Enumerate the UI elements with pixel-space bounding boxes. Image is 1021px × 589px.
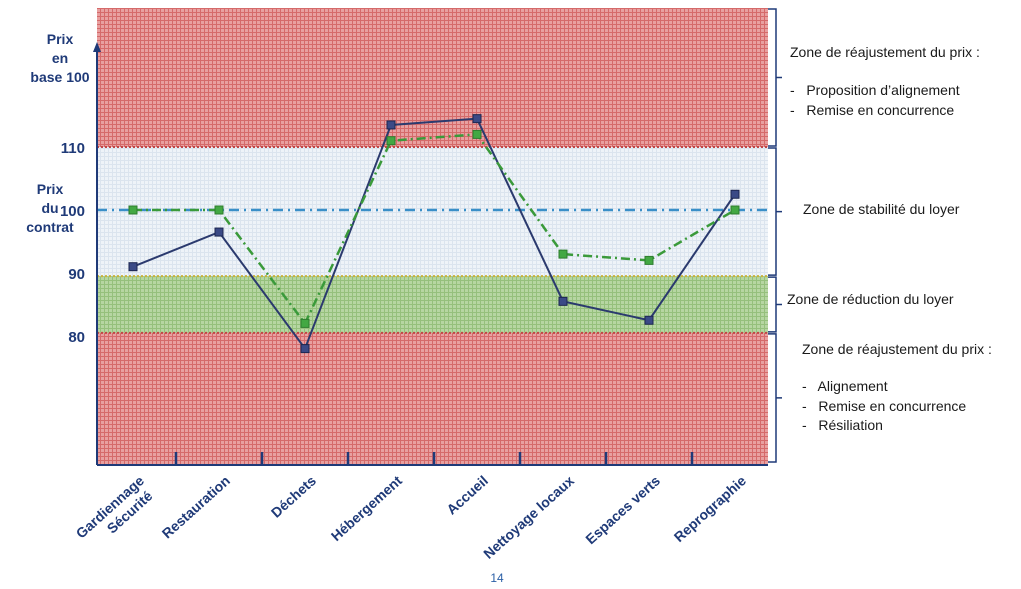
zone-bottom-text: Zone de réajustement du prix : [802,341,992,357]
series-1-point [730,189,740,199]
category-label: Accueil [443,472,491,517]
y-axis-title-line-1: Prix [47,31,74,47]
series-1-point [386,120,396,130]
series-1-point [644,315,654,325]
zone-bottom-text: - Alignement [802,378,888,394]
axis-layer [93,42,768,466]
zone-reduction-text: Zone de réduction du loyer [787,291,954,307]
series-2-point [730,205,740,215]
y-tick-label: 90 [68,266,85,283]
contract-price-label: Prix du contrat [26,181,74,235]
series-2-point [472,129,482,139]
series-2-point [128,205,138,215]
category-labels: GardiennageSécurité Restauration Déchets Hé… [73,472,749,562]
y-axis-title: Prix en base 100 [30,31,89,85]
series-1-point [128,262,138,272]
series-2-point [558,249,568,259]
zone-brace-0 [768,8,782,147]
zone-top-text: Zone de réajustement du prix : [790,44,980,60]
y-tick-label: 100 [60,203,85,220]
series-1-point [214,227,224,237]
series-2-line [133,133,736,326]
y-axis-title-line-2: en [52,50,68,66]
zone-stable-text: Zone de stabilité du loyer [803,201,960,217]
zone-braces [768,8,782,463]
series-1-point [558,296,568,306]
category-label: Restauration [159,472,233,541]
zone-reduction-band [97,276,768,333]
category-label: Nettoyage locaux [480,472,577,562]
x-tick-marks [174,452,694,465]
series-1-point [300,344,310,354]
contract-label-line-2: du [41,200,58,216]
zone-stable-band [97,147,768,277]
series-layer [128,114,740,354]
series-2-point [386,136,396,146]
zone-annotations: Zone de réajustement du prix : - Proposit… [787,44,992,433]
zone-bottom-band [97,332,768,465]
page-number: 14 [490,571,504,585]
zone-brace-2 [768,276,782,333]
zone-top-text: - Remise en concurrence [790,102,954,118]
zone-brace-1 [768,147,782,276]
series-1-point [472,114,482,124]
series-2-point [300,318,310,328]
category-label: Déchets [268,472,319,520]
y-tick-labels: 110 100 90 80 [60,140,85,346]
zone-top-band [97,8,768,147]
series-1-line [132,117,736,351]
zone-top-text: - Proposition d’alignement [790,82,960,98]
y-axis-arrow-icon [93,42,101,52]
y-tick-label: 80 [68,329,85,346]
series-2-point [644,255,654,265]
series-2-point [214,205,224,215]
zones-layer [97,8,768,465]
zone-brace-3 [768,333,782,463]
category-label: Espaces verts [582,472,663,547]
category-label: Reprographie [671,472,750,545]
contract-label-line-1: Prix [37,181,64,197]
category-label: GardiennageSécurité [73,472,159,554]
y-tick-label: 110 [61,140,85,157]
contract-label-line-3: contrat [26,219,74,235]
zone-bottom-text: - Résiliation [802,417,883,433]
category-label: Hébergement [328,472,405,544]
y-axis-title-line-3: base 100 [30,69,89,85]
zone-bottom-text: - Remise en concurrence [802,398,966,414]
